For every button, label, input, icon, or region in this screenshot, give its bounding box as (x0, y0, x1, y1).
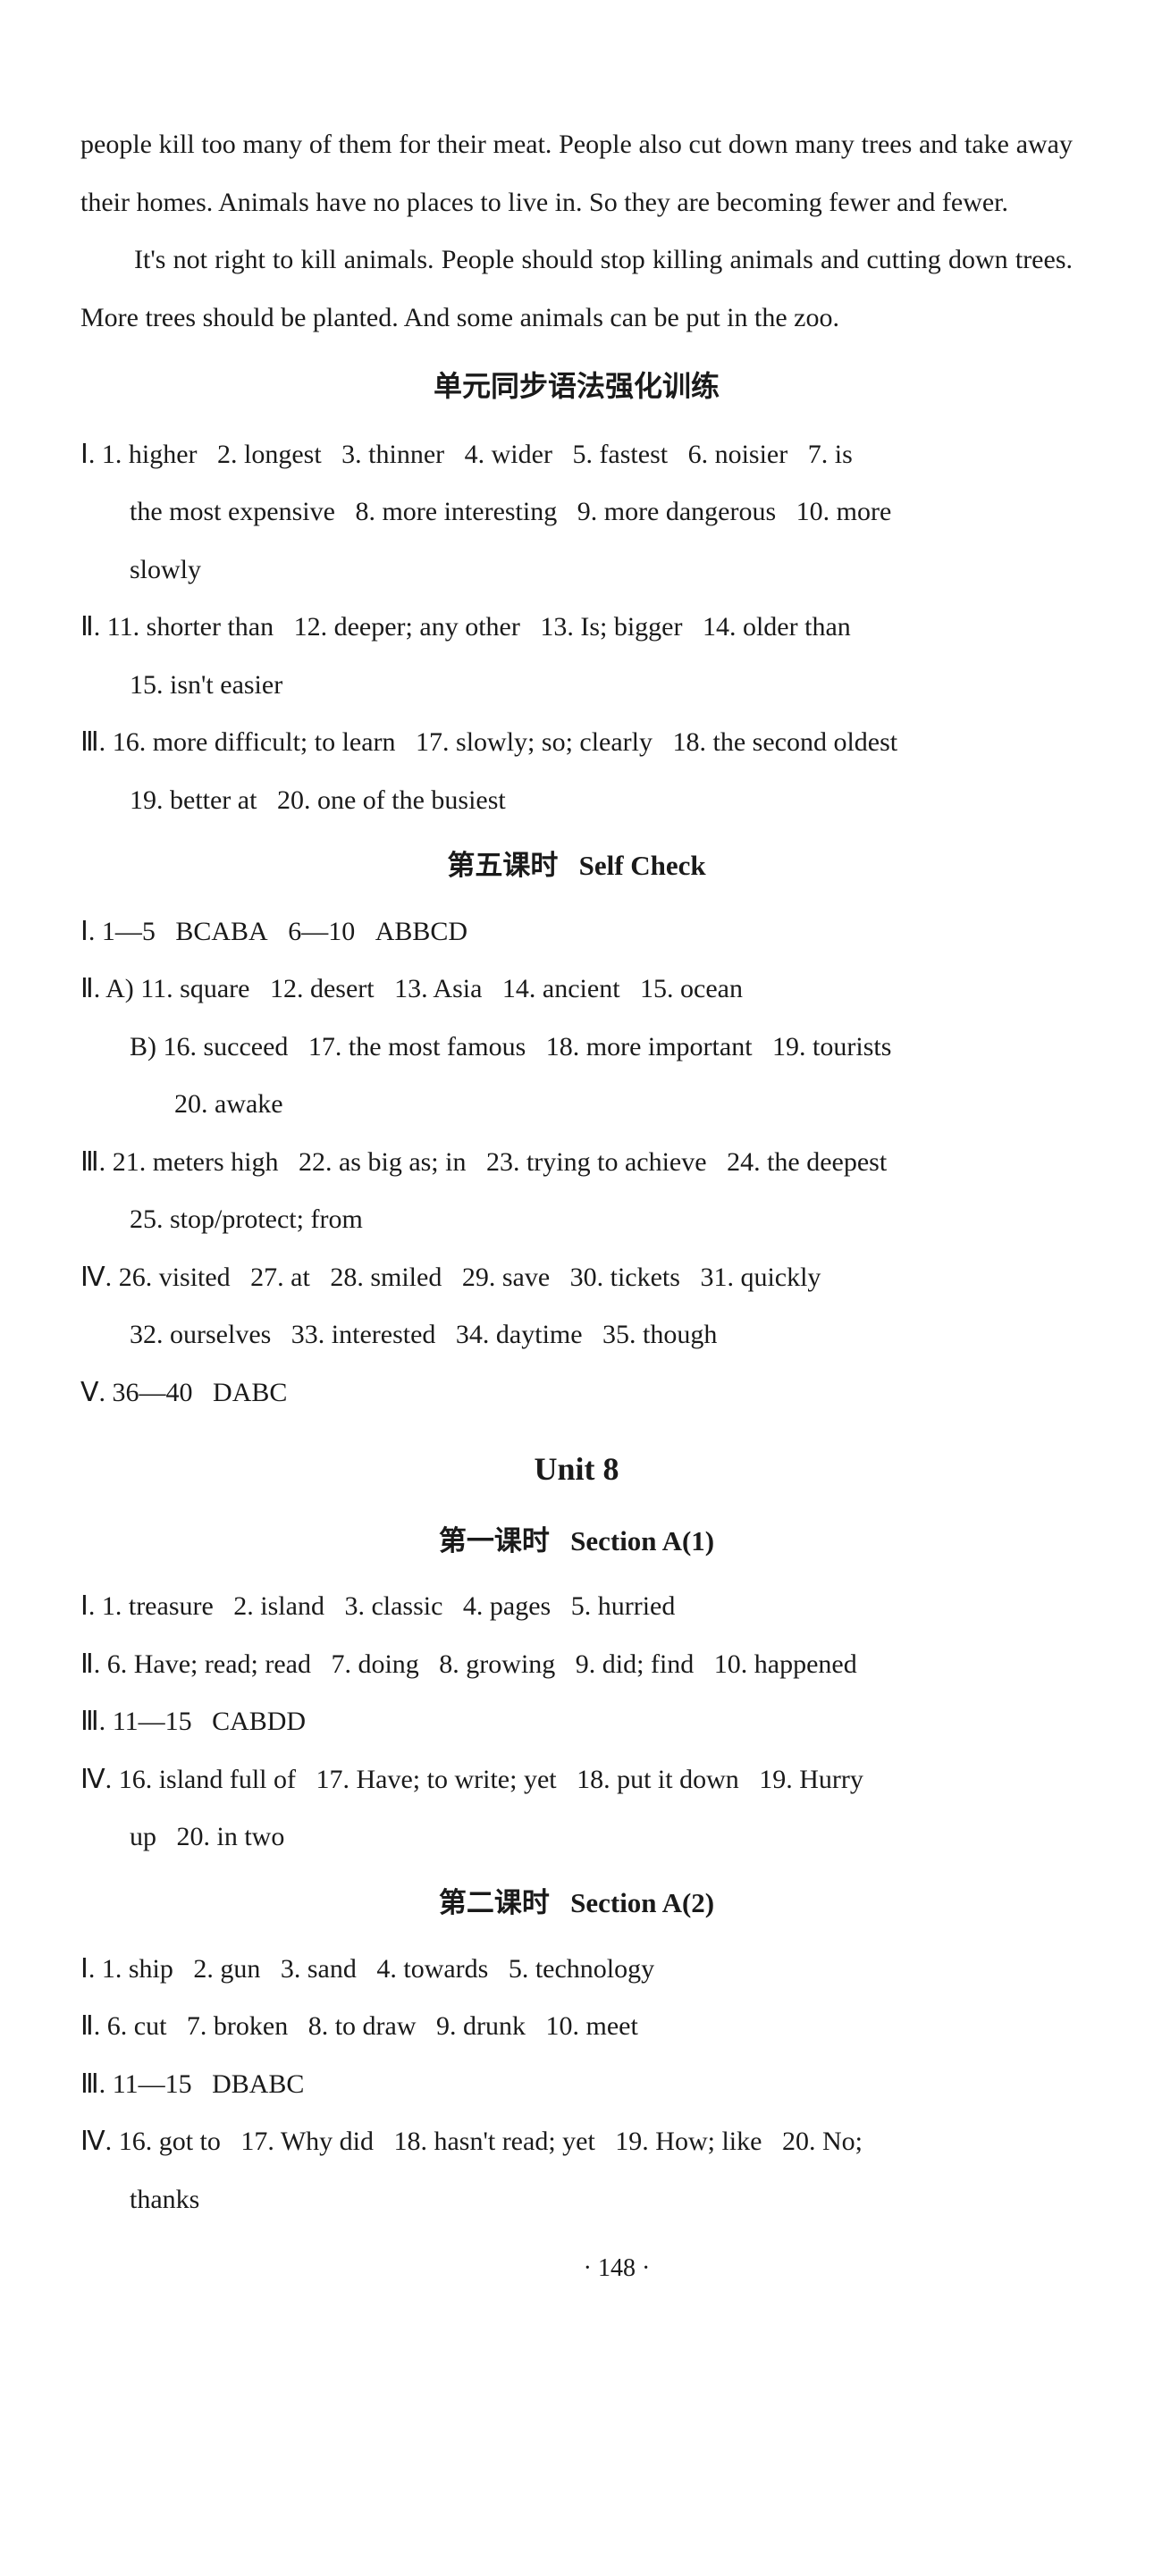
sc-iii-text: 21. meters high 22. as big as; in 23. tr… (105, 1147, 887, 1177)
a1-iii: Ⅲ. 11—15 CABDD (80, 1693, 1073, 1751)
roman-1: Ⅰ. (80, 440, 95, 469)
secA2-title: 第二课时 Section A(2) (80, 1874, 1073, 1934)
a2-iv: Ⅳ. 16. got to 17. Why did 18. hasn't rea… (80, 2113, 1073, 2171)
a1-i: Ⅰ. 1. treasure 2. island 3. classic 4. p… (80, 1578, 1073, 1636)
a1-roman-2: Ⅱ. (80, 1649, 100, 1679)
grammar-iii-text: 16. more difficult; to learn 17. slowly;… (105, 727, 897, 757)
selfcheck-en: Self Check (579, 850, 706, 881)
a2-ii: Ⅱ. 6. cut 7. broken 8. to draw 9. drunk … (80, 1998, 1073, 2056)
grammar-iii: Ⅲ. 16. more difficult; to learn 17. slow… (80, 714, 1073, 772)
sc-i-text: 1—5 BCABA 6—10 ABBCD (95, 917, 467, 946)
a1-iv: Ⅳ. 16. island full of 17. Have; to write… (80, 1751, 1073, 1809)
a2-iii: Ⅲ. 11—15 DBABC (80, 2056, 1073, 2114)
grammar-ii-cont: 15. isn't easier (80, 657, 1073, 715)
grammar-i-cont1: the most expensive 8. more interesting 9… (80, 483, 1073, 541)
secA1-cn: 第一课时 (439, 1525, 550, 1557)
sc-iii-cont: 25. stop/protect; from (80, 1191, 1073, 1249)
grammar-iii-cont: 19. better at 20. one of the busiest (80, 772, 1073, 830)
grammar-i-cont2: slowly (80, 541, 1073, 600)
secA1-en: Section A(1) (570, 1525, 714, 1557)
sc-i: Ⅰ. 1—5 BCABA 6—10 ABBCD (80, 903, 1073, 961)
sc-iv-text: 26. visited 27. at 28. smiled 29. save 3… (112, 1263, 821, 1292)
a2-roman-2: Ⅱ. (80, 2011, 100, 2041)
a2-roman-4: Ⅳ. (80, 2127, 112, 2156)
sc-roman-4: Ⅳ. (80, 1263, 112, 1292)
sc-v: Ⅴ. 36—40 DABC (80, 1364, 1073, 1422)
a2-iii-text: 11—15 DBABC (105, 2069, 304, 2099)
a2-roman-1: Ⅰ. (80, 1954, 95, 1984)
unit8-title: Unit 8 (80, 1435, 1073, 1504)
a2-i-text: 1. ship 2. gun 3. sand 4. towards 5. tec… (95, 1954, 654, 1984)
a2-i: Ⅰ. 1. ship 2. gun 3. sand 4. towards 5. … (80, 1941, 1073, 1999)
sc-roman-1: Ⅰ. (80, 917, 95, 946)
sc-iv-cont: 32. ourselves 33. interested 34. daytime… (80, 1306, 1073, 1364)
a1-iv-text: 16. island full of 17. Have; to write; y… (112, 1765, 863, 1794)
selfcheck-cn: 第五课时 (447, 850, 558, 881)
secA2-cn: 第二课时 (439, 1887, 550, 1918)
a1-iv-cont: up 20. in two (80, 1808, 1073, 1867)
sc-roman-3: Ⅲ. (80, 1147, 105, 1177)
sc-ii-text: A) 11. square 12. desert 13. Asia 14. an… (100, 974, 743, 1003)
roman-3: Ⅲ. (80, 727, 105, 757)
sc-ii-cont1: B) 16. succeed 17. the most famous 18. m… (80, 1019, 1073, 1077)
paragraph-2: It's not right to kill animals. People s… (80, 231, 1073, 347)
a1-ii: Ⅱ. 6. Have; read; read 7. doing 8. growi… (80, 1636, 1073, 1694)
page-number: · 148 · (80, 2242, 1073, 2295)
sc-roman-2: Ⅱ. (80, 974, 100, 1003)
a2-ii-text: 6. cut 7. broken 8. to draw 9. drunk 10.… (100, 2011, 638, 2041)
selfcheck-title: 第五课时 Self Check (80, 836, 1073, 896)
grammar-i-text: 1. higher 2. longest 3. thinner 4. wider… (95, 440, 852, 469)
paragraph-1: people kill too many of them for their m… (80, 116, 1073, 231)
grammar-ii: Ⅱ. 11. shorter than 12. deeper; any othe… (80, 599, 1073, 657)
secA1-title: 第一课时 Section A(1) (80, 1512, 1073, 1572)
sc-ii-cont2: 20. awake (80, 1076, 1073, 1134)
a1-roman-4: Ⅳ. (80, 1765, 112, 1794)
a2-iv-text: 16. got to 17. Why did 18. hasn't read; … (112, 2127, 863, 2156)
sc-iii: Ⅲ. 21. meters high 22. as big as; in 23.… (80, 1134, 1073, 1192)
sc-iv: Ⅳ. 26. visited 27. at 28. smiled 29. sav… (80, 1249, 1073, 1307)
a1-i-text: 1. treasure 2. island 3. classic 4. page… (95, 1591, 675, 1621)
a1-roman-3: Ⅲ. (80, 1707, 105, 1736)
a2-roman-3: Ⅲ. (80, 2069, 105, 2099)
sc-roman-5: Ⅴ. (80, 1378, 105, 1407)
grammar-i: Ⅰ. 1. higher 2. longest 3. thinner 4. wi… (80, 426, 1073, 484)
grammar-ii-text: 11. shorter than 12. deeper; any other 1… (100, 612, 851, 642)
sc-ii: Ⅱ. A) 11. square 12. desert 13. Asia 14.… (80, 961, 1073, 1019)
a2-iv-cont: thanks (80, 2171, 1073, 2229)
section-grammar-title: 单元同步语法强化训练 (80, 356, 1073, 417)
a1-ii-text: 6. Have; read; read 7. doing 8. growing … (100, 1649, 856, 1679)
secA2-en: Section A(2) (570, 1887, 714, 1918)
sc-v-text: 36—40 DABC (105, 1378, 287, 1407)
a1-iii-text: 11—15 CABDD (105, 1707, 306, 1736)
roman-2: Ⅱ. (80, 612, 100, 642)
a1-roman-1: Ⅰ. (80, 1591, 95, 1621)
